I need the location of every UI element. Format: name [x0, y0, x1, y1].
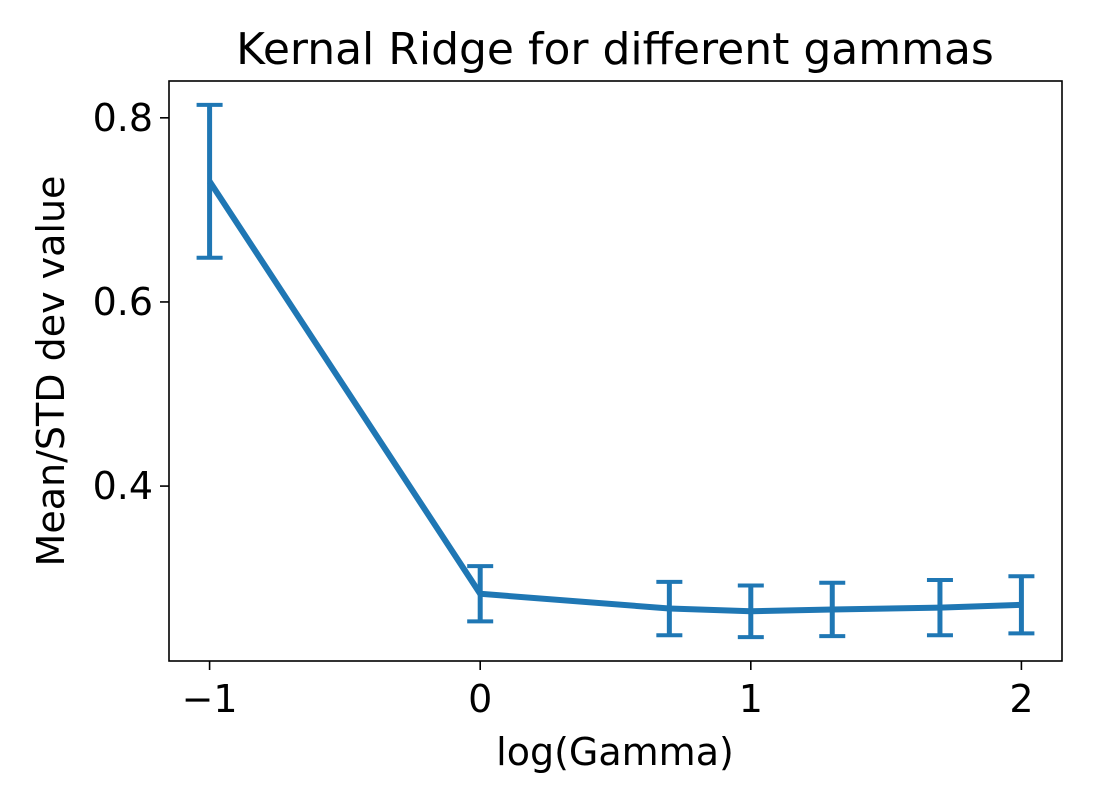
x-tick-label: 1: [739, 677, 763, 721]
y-tick-label: 0.4: [93, 464, 153, 508]
x-tick-label: −1: [182, 677, 238, 721]
plot-series: [196, 102, 1035, 640]
series-line: [207, 179, 1022, 615]
x-axis-ticks: −1 0 1 2: [182, 661, 1034, 721]
chart-title: Kernal Ridge for different gammas: [236, 24, 994, 75]
x-tick-label: 2: [1009, 677, 1033, 721]
x-axis-label: log(Gamma): [496, 730, 734, 774]
axes-frame: [168, 80, 1063, 662]
x-tick-label: 0: [468, 677, 492, 721]
y-tick-label: 0.6: [93, 280, 153, 324]
y-axis-ticks: 0.4 0.6 0.8: [93, 96, 169, 508]
y-tick-label: 0.8: [93, 96, 153, 140]
y-axis-label: Mean/STD dev value: [29, 176, 73, 567]
